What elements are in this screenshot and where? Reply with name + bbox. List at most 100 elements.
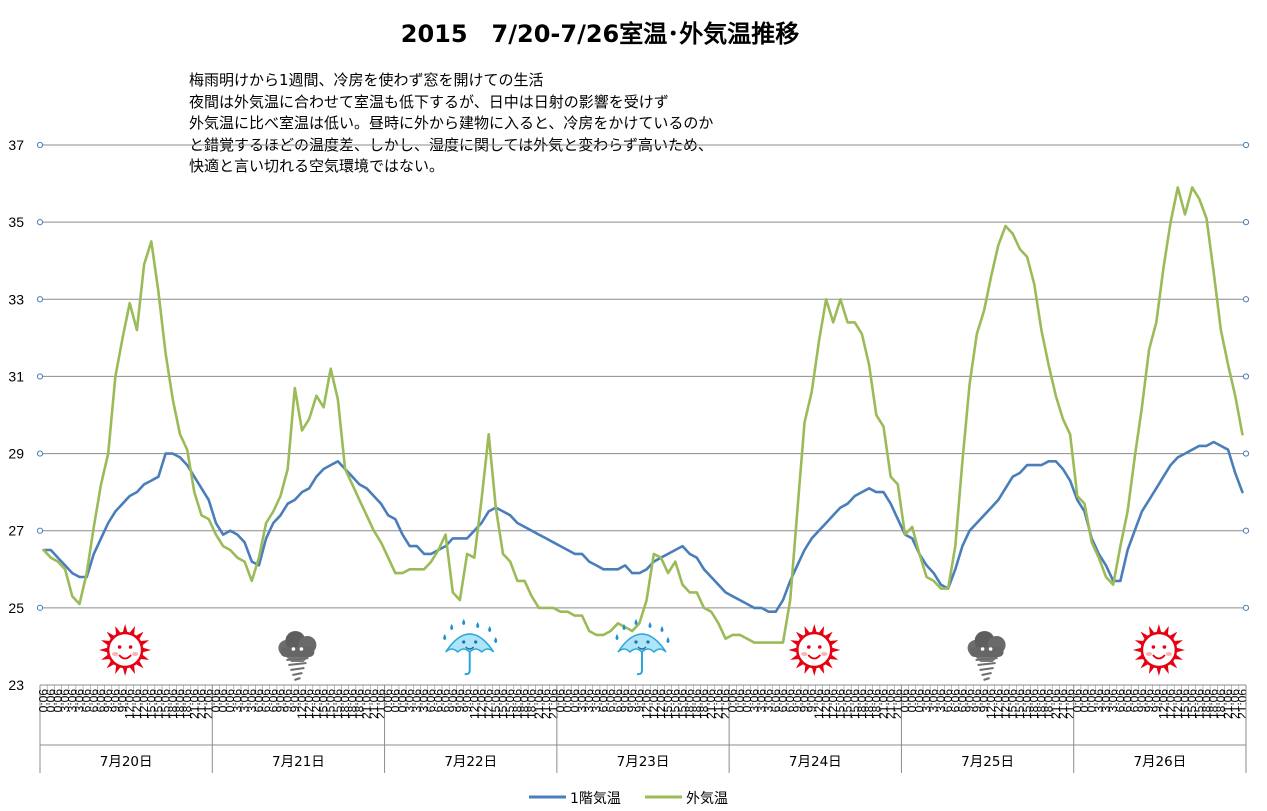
x-tick-label: 21:06 <box>1228 689 1242 719</box>
x-tick-label: 18:06 <box>1200 689 1214 719</box>
storm-swirl <box>288 662 307 666</box>
x-tick-label: 3:06 <box>238 689 252 713</box>
x-tick-label: 0:06 <box>568 689 582 713</box>
annotation-line: 梅雨明けから1週間、冷房を使わず窓を開けての生活 <box>189 71 544 89</box>
sun-ray <box>832 647 841 653</box>
gridline-marker-right <box>1242 604 1250 611</box>
sun-cheek <box>1145 652 1153 656</box>
x-tick-label: 3:06 <box>575 689 589 713</box>
x-tick-label: 0:06 <box>396 689 410 713</box>
x-tick-label: 9:06 <box>116 689 130 713</box>
x-tick-label: 3:06 <box>927 689 941 713</box>
x-tick-label: 21:06 <box>532 689 546 719</box>
sun-ray <box>788 647 797 653</box>
x-tick-label: 6:06 <box>424 689 438 713</box>
sun-ray <box>101 654 110 660</box>
sun-ray <box>129 626 135 635</box>
x-tick-label: 18:06 <box>345 689 359 719</box>
storm-swirl <box>977 662 996 666</box>
x-tick-label: 3:06 <box>747 689 761 713</box>
x-tick-label: 6:06 <box>439 689 453 713</box>
x-tick-label: 15:06 <box>841 689 855 719</box>
sun-ray <box>140 654 150 660</box>
sun-ray <box>829 654 839 660</box>
x-tick-label: 18:06 <box>1042 689 1056 719</box>
x-tick-label: 9:06 <box>288 689 302 713</box>
x-tick-label: 18:06 <box>525 689 539 719</box>
gridline-marker-right <box>1242 527 1250 534</box>
x-tick-label: 9:06 <box>625 689 639 713</box>
sun-face <box>1140 631 1178 669</box>
x-tick-label: 3:06 <box>1106 689 1120 713</box>
x-tick-label: 9:06 <box>790 689 804 713</box>
sun-ray <box>1149 626 1155 635</box>
x-tick-label: 15:06 <box>151 689 165 719</box>
sun-ray <box>790 654 799 660</box>
sun-ray <box>140 640 150 646</box>
x-tick-label: 15:06 <box>503 689 517 719</box>
x-tick-label: 12:06 <box>467 689 481 719</box>
x-tick-label: 6:06 <box>252 689 266 713</box>
x-tick-label: 12:06 <box>999 689 1013 719</box>
sun-ray <box>1149 665 1155 674</box>
x-tick-label: 0:06 <box>740 689 754 713</box>
x-tick-label: 18:06 <box>173 689 187 719</box>
raindrop <box>622 624 626 630</box>
x-tick-label: 12:06 <box>1171 689 1185 719</box>
sun-ray <box>1163 626 1169 635</box>
x-tick-label: 18:06 <box>1207 689 1221 719</box>
day-label: 7月26日 <box>1133 754 1186 770</box>
gridline-marker-left <box>36 373 44 380</box>
sun-ray <box>122 624 128 633</box>
sun-cheek <box>1165 652 1173 656</box>
sun-ray <box>122 667 128 676</box>
x-tick-label: 9:06 <box>1149 689 1163 713</box>
x-tick-label: 18:06 <box>1214 689 1228 719</box>
x-tick-label: 0:06 <box>733 689 747 713</box>
x-tick-label: 6:06 <box>1113 689 1127 713</box>
x-tick-label: 9:06 <box>1142 689 1156 713</box>
x-tick-label: 21:06 <box>876 689 890 719</box>
x-tick-label: 12:06 <box>482 689 496 719</box>
x-tick-label: 6:06 <box>783 689 797 713</box>
storm-eye <box>299 647 304 651</box>
x-tick-label: 21:06 <box>195 689 209 719</box>
sun-ray <box>819 665 825 674</box>
sun-cheek <box>111 652 119 656</box>
x-tick-label: 6:06 <box>955 689 969 713</box>
sun-ray <box>1156 624 1162 633</box>
y-tick-label: 23 <box>8 677 24 693</box>
x-tick-label: 18:06 <box>697 689 711 719</box>
gridline-marker-right <box>1242 219 1250 226</box>
sun-ray <box>142 647 152 653</box>
x-tick-label: 15:06 <box>1192 689 1206 719</box>
raindrop <box>443 634 447 640</box>
x-tick-label: 6:06 <box>769 689 783 713</box>
sun-ray <box>819 626 825 635</box>
x-tick-label: 15:06 <box>1006 689 1020 719</box>
storm-eye <box>980 647 985 651</box>
x-tick-label: 15:06 <box>668 689 682 719</box>
x-tick-label: 6:06 <box>80 689 94 713</box>
x-tick-label: 3:06 <box>230 689 244 713</box>
x-tick-label: 6:06 <box>259 689 273 713</box>
x-tick-label: 18:06 <box>1027 689 1041 719</box>
x-tick-label: 6:06 <box>87 689 101 713</box>
sun-eye <box>117 645 122 649</box>
sun-ray <box>1176 647 1185 653</box>
x-tick-label: 18:06 <box>338 689 352 719</box>
gridline-marker-left <box>36 141 44 149</box>
gridline-marker-left <box>36 527 44 534</box>
gridline-marker-right <box>1242 373 1250 380</box>
x-tick-label: 12:06 <box>826 689 840 719</box>
raindrop <box>615 634 619 640</box>
umbrella-hook <box>636 669 643 676</box>
sun-face <box>106 631 144 669</box>
x-tick-label: 9:06 <box>798 689 812 713</box>
x-tick-label: 3:06 <box>934 689 948 713</box>
x-tick-label: 0:06 <box>898 689 912 713</box>
x-tick-label: 9:06 <box>970 689 984 713</box>
x-tick-label: 9:06 <box>460 689 474 713</box>
storm-swirl <box>975 657 998 661</box>
